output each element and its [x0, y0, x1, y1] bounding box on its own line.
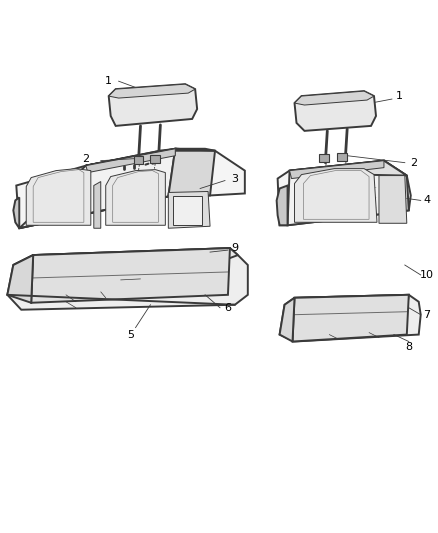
Polygon shape [94, 182, 101, 228]
Polygon shape [319, 154, 329, 161]
Polygon shape [279, 298, 294, 342]
Polygon shape [173, 197, 202, 225]
Polygon shape [294, 91, 376, 131]
Polygon shape [7, 248, 248, 310]
Text: 6: 6 [224, 303, 231, 313]
Polygon shape [279, 295, 421, 342]
Polygon shape [7, 255, 33, 303]
Polygon shape [293, 295, 409, 314]
Polygon shape [86, 149, 215, 166]
Polygon shape [337, 153, 347, 160]
Polygon shape [13, 248, 238, 268]
Polygon shape [294, 91, 374, 105]
Text: 8: 8 [405, 343, 412, 352]
Text: 3: 3 [231, 174, 238, 183]
Polygon shape [109, 84, 195, 98]
Polygon shape [294, 168, 377, 222]
Polygon shape [109, 84, 197, 126]
Text: 5: 5 [127, 329, 134, 340]
Polygon shape [31, 248, 230, 303]
Text: 2: 2 [410, 158, 417, 168]
Text: 7: 7 [423, 310, 430, 320]
Text: 4: 4 [423, 196, 430, 205]
Polygon shape [277, 185, 288, 225]
Text: 1: 1 [105, 76, 112, 86]
Polygon shape [134, 156, 144, 164]
Polygon shape [150, 155, 160, 163]
Polygon shape [278, 160, 411, 225]
Text: 10: 10 [420, 270, 434, 280]
Text: 2: 2 [82, 154, 89, 164]
Polygon shape [16, 149, 245, 228]
Polygon shape [26, 168, 91, 225]
Text: 9: 9 [231, 243, 238, 253]
Polygon shape [168, 149, 215, 197]
Polygon shape [379, 175, 407, 223]
Polygon shape [168, 191, 210, 228]
Polygon shape [384, 160, 409, 213]
Polygon shape [288, 160, 387, 225]
Polygon shape [293, 295, 409, 342]
Polygon shape [13, 197, 19, 228]
Polygon shape [86, 149, 175, 173]
Polygon shape [290, 160, 407, 175]
Polygon shape [106, 169, 165, 225]
Text: 1: 1 [396, 91, 403, 101]
Polygon shape [19, 149, 175, 228]
Polygon shape [290, 160, 384, 179]
